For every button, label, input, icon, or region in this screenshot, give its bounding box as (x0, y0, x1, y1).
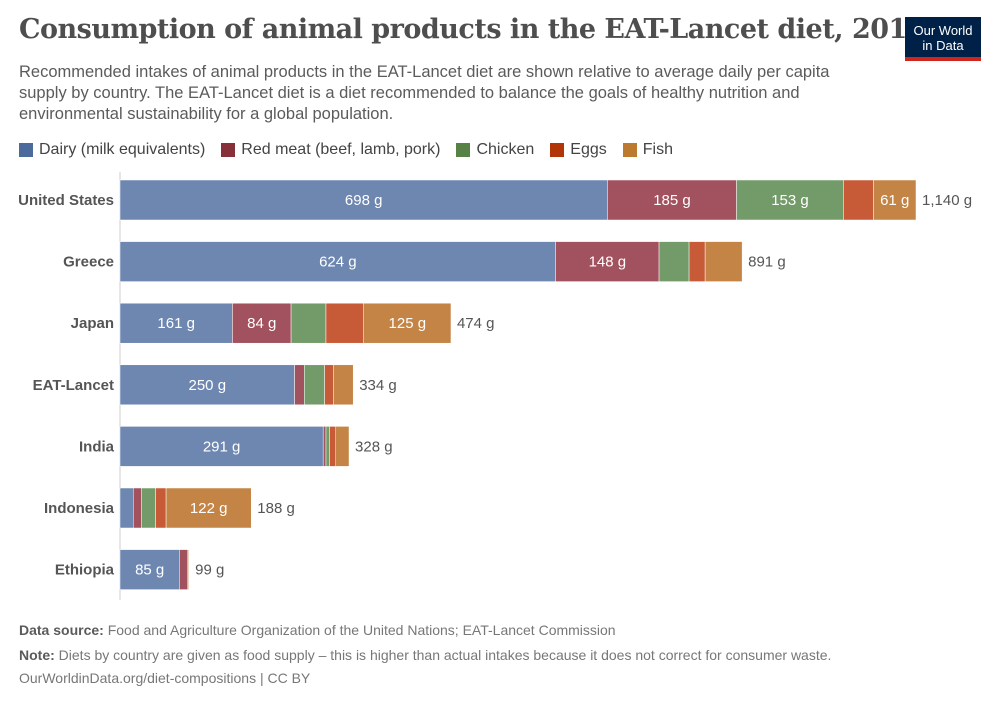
bar-segment (119, 426, 324, 467)
category-label: India (79, 438, 115, 455)
bar-segment (119, 364, 295, 406)
data-label: 148 g (589, 254, 627, 271)
bar-segment (119, 302, 233, 344)
legend-label: Fish (642, 141, 673, 158)
total-label: 891 g (748, 254, 786, 271)
total-label: 474 g (457, 315, 495, 332)
legend-item[interactable]: Red meat (beef, lamb, pork) (221, 141, 440, 159)
bar-segment (843, 179, 874, 221)
source-label: Data source: (19, 622, 104, 638)
category-label: Japan (71, 315, 114, 332)
category-label: United States (18, 192, 114, 209)
source-text: Food and Agriculture Organization of the… (107, 622, 616, 638)
bar-segment (329, 426, 337, 467)
bar-segment (155, 487, 167, 529)
bar-segment (188, 549, 190, 590)
data-label: 122 g (190, 500, 228, 517)
bar-segment (335, 426, 350, 467)
legend-label: Dairy (milk equivalents) (39, 141, 206, 158)
chart-title: Consumption of animal products in the EA… (19, 14, 926, 45)
bar-segment (704, 241, 743, 282)
bar-segment (325, 426, 330, 467)
category-label: Greece (63, 254, 114, 271)
bar-segment (607, 179, 737, 221)
total-label: 334 g (359, 377, 397, 394)
category-label: EAT-Lancet (33, 377, 114, 394)
legend-label: Eggs (570, 141, 607, 158)
category-label: Indonesia (44, 500, 115, 517)
legend-item[interactable]: Fish (622, 141, 673, 159)
bar-segment (290, 302, 327, 344)
bar-segment (119, 179, 608, 221)
legend-swatch (622, 143, 637, 157)
bar-segment (304, 364, 325, 406)
bar-segment (294, 364, 305, 406)
bar-segment (165, 487, 252, 529)
legend-swatch (221, 143, 236, 157)
legend-swatch (19, 143, 33, 157)
total-label: 1,140 g (922, 192, 972, 209)
note-text: Diets by country are given as food suppl… (58, 647, 832, 663)
owid-logo[interactable]: Our World in Data (905, 17, 981, 61)
legend-item[interactable]: Eggs (550, 141, 607, 159)
data-label: 84 g (247, 315, 276, 332)
note-label: Note: (19, 647, 55, 663)
legend: Dairy (milk equivalents) Red meat (beef, … (19, 141, 673, 159)
data-label: 61 g (880, 192, 909, 209)
bar-segment (141, 487, 156, 529)
bar-segment (333, 364, 354, 406)
total-label: 328 g (355, 438, 393, 455)
bar-segment (736, 179, 844, 221)
bar-segment (119, 549, 180, 590)
footer-note: Note: Diets by country are given as food… (19, 647, 831, 663)
logo-line-1: Our World (913, 23, 973, 38)
legend-item[interactable]: Chicken (456, 141, 534, 159)
data-label: 698 g (345, 192, 383, 209)
legend-label: Chicken (476, 141, 535, 158)
bar-segment (325, 302, 364, 344)
bar-segment (119, 241, 556, 282)
bar-segment (232, 302, 292, 344)
legend-label: Red meat (beef, lamb, pork) (241, 141, 441, 158)
data-label: 185 g (653, 192, 691, 209)
bar-segment (873, 179, 917, 221)
category-label: Ethiopia (55, 562, 115, 579)
bar-segment (322, 426, 327, 467)
legend-item[interactable]: Dairy (milk equivalents) (19, 141, 205, 159)
chart-subtitle: Recommended intakes of animal products i… (19, 63, 830, 123)
logo-line-2: in Data (922, 38, 964, 53)
legend-swatch (456, 143, 471, 157)
data-label: 153 g (771, 192, 809, 209)
footer-source: Data source: Food and Agriculture Organi… (19, 622, 616, 638)
footer-url[interactable]: OurWorldinData.org/diet-compositions | C… (19, 670, 311, 686)
data-label: 250 g (189, 377, 227, 394)
bar-segment (658, 241, 690, 282)
bar-segment (324, 364, 334, 406)
data-label: 85 g (135, 562, 164, 579)
bar-segment (119, 487, 134, 529)
data-label: 291 g (203, 438, 241, 455)
total-label: 99 g (195, 562, 224, 579)
total-label: 188 g (257, 500, 295, 517)
bar-segment (179, 549, 188, 590)
bar-segment (688, 241, 706, 282)
data-label: 125 g (389, 315, 427, 332)
bar-segment (555, 241, 660, 282)
bar-segment (363, 302, 452, 344)
bar-segment (133, 487, 142, 529)
legend-swatch (550, 143, 565, 157)
data-label: 161 g (157, 315, 195, 332)
data-label: 624 g (319, 254, 357, 271)
